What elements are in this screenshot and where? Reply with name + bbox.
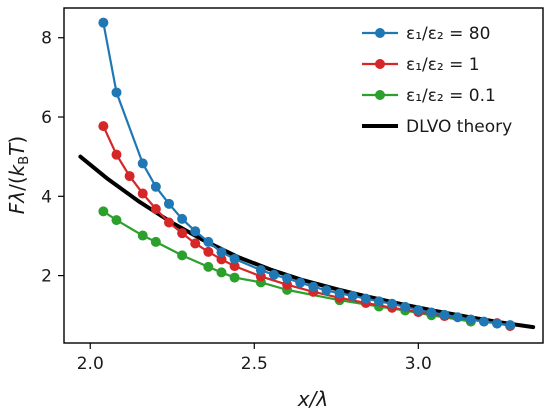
data-point <box>150 181 161 192</box>
y-axis-label: Fλ/(kBT) <box>5 136 32 214</box>
data-point <box>137 158 148 169</box>
data-point <box>387 298 398 309</box>
data-point <box>321 285 332 296</box>
data-point <box>229 272 240 283</box>
data-point <box>492 318 503 329</box>
x-tick-label: 3.0 <box>405 354 432 374</box>
data-point <box>98 121 109 132</box>
data-point <box>203 261 214 272</box>
y-tick-label: 8 <box>41 29 52 49</box>
data-point <box>347 290 358 301</box>
data-point <box>98 206 109 217</box>
data-point <box>203 246 214 257</box>
plot-frame <box>63 7 544 344</box>
data-point <box>334 288 345 299</box>
x-tick-label: 2.5 <box>241 354 268 374</box>
series-1 <box>98 121 516 331</box>
data-point <box>163 198 174 209</box>
data-point <box>478 316 489 327</box>
x-axis-label: x/λ <box>297 387 328 411</box>
y-tick-label: 2 <box>41 267 52 287</box>
data-point <box>229 253 240 264</box>
data-point <box>190 238 201 249</box>
legend-label: DLVO theory <box>406 117 512 137</box>
data-point <box>229 261 240 272</box>
data-point <box>400 301 411 312</box>
legend-item: DLVO theory <box>362 117 512 137</box>
legend-swatch-marker <box>375 90 385 100</box>
data-point <box>465 314 476 325</box>
series-line <box>78 154 536 330</box>
data-point <box>177 213 188 224</box>
series-3 <box>78 154 536 330</box>
data-point <box>150 204 161 214</box>
data-point <box>203 236 214 247</box>
data-point <box>98 17 109 28</box>
series-layer <box>78 17 536 331</box>
data-point <box>268 269 279 280</box>
data-point <box>111 87 122 98</box>
legend-swatch-marker <box>375 59 385 69</box>
data-point <box>137 230 148 241</box>
legend-label: ε₁/ε₂ = 1 <box>406 55 480 75</box>
data-point <box>413 305 424 316</box>
series-0 <box>98 17 516 331</box>
y-tick-label: 6 <box>41 108 52 128</box>
legend-swatch-marker <box>375 28 385 38</box>
data-point <box>439 309 450 320</box>
data-point <box>216 254 227 265</box>
data-point <box>505 320 516 331</box>
data-point <box>295 277 306 288</box>
legend-label: ε₁/ε₂ = 0.1 <box>406 86 496 106</box>
data-point <box>124 171 135 182</box>
data-point <box>190 226 201 237</box>
legend-label: ε₁/ε₂ = 80 <box>406 24 490 44</box>
data-point <box>216 247 227 258</box>
data-point <box>216 267 227 278</box>
data-point <box>137 188 148 199</box>
data-point <box>177 250 188 261</box>
ticks-layer: 2.0 2.5 3.0 2 4 6 8 <box>41 29 432 374</box>
data-point <box>163 217 174 228</box>
data-point <box>308 281 319 292</box>
data-point <box>111 215 122 226</box>
series-line <box>102 125 512 328</box>
legend: ε₁/ε₂ = 80 ε₁/ε₂ = 1 ε₁/ε₂ = 0.1 DLVO theor… <box>362 24 512 137</box>
data-point <box>111 149 122 160</box>
data-point <box>452 312 463 323</box>
data-point <box>177 228 188 239</box>
x-tick-label: 2.0 <box>77 354 104 374</box>
y-tick-label: 4 <box>41 187 52 207</box>
data-point <box>373 296 384 307</box>
data-point <box>282 273 293 284</box>
data-point <box>360 293 371 304</box>
legend-item: ε₁/ε₂ = 80 <box>362 24 490 44</box>
legend-item: ε₁/ε₂ = 1 <box>362 55 480 75</box>
data-point <box>150 236 161 247</box>
data-point <box>255 265 266 276</box>
data-point <box>426 307 437 318</box>
legend-item: ε₁/ε₂ = 0.1 <box>362 86 496 106</box>
